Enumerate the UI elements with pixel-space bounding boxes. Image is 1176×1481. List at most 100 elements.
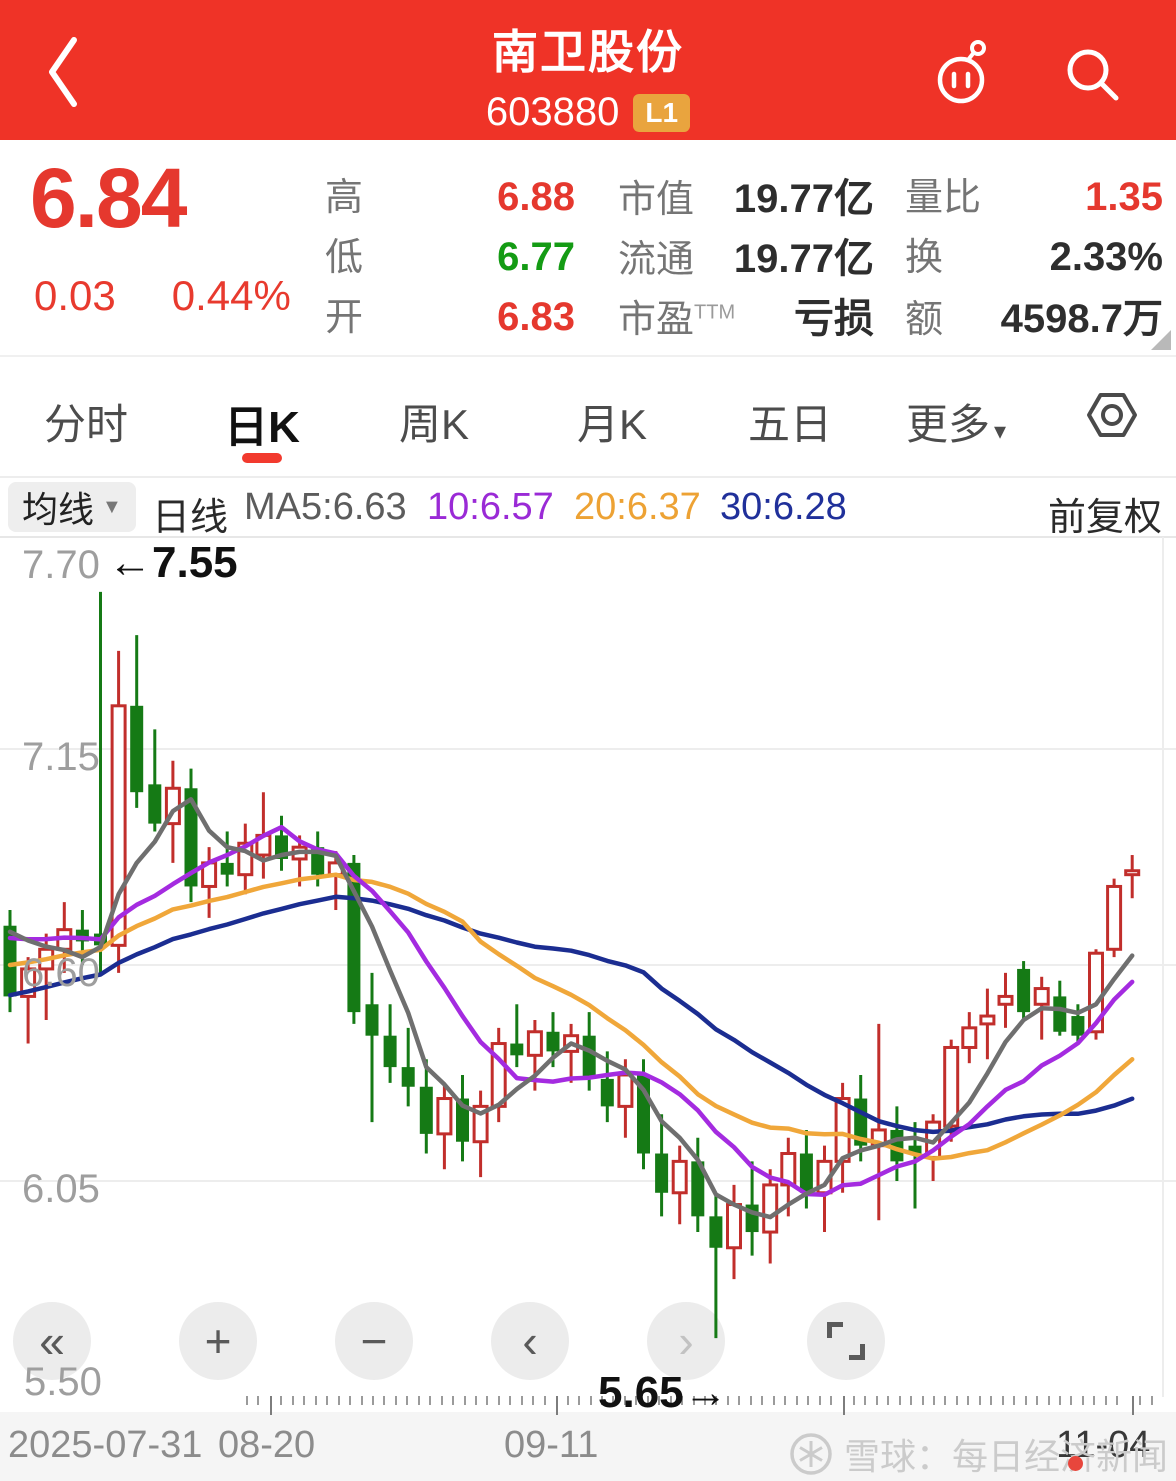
ruler-tick — [475, 1396, 477, 1405]
tab-five-day[interactable]: 五日 — [747, 401, 833, 448]
ruler-tick — [520, 1396, 523, 1405]
stat-label: 开 — [325, 297, 364, 339]
header-bar: 南卫股份 603880 L1 — [0, 0, 1176, 140]
ruler-tick — [417, 1396, 420, 1405]
ma30-value: 30:6.28 — [720, 486, 847, 528]
current-price: 6.84 — [30, 151, 187, 245]
ruler-tick — [1093, 1396, 1096, 1405]
ruler-tick — [875, 1396, 878, 1405]
ruler-tick-major — [556, 1396, 558, 1415]
kline-settings-button[interactable] — [1084, 387, 1140, 443]
ruler-tick — [543, 1396, 546, 1405]
ruler-tick-major — [270, 1396, 272, 1415]
ma-selector-label: 均线 — [22, 489, 95, 530]
bottom-strip — [0, 1412, 1176, 1481]
tab-more[interactable]: 更多 ▾ — [905, 401, 1007, 448]
ruler-tick — [795, 1396, 798, 1405]
ruler-tick — [898, 1396, 901, 1405]
live-indicator-dot — [1068, 1456, 1083, 1471]
price-change: 0.03 — [34, 272, 116, 319]
ruler-tick-major — [843, 1396, 845, 1415]
chart-period-tabs: 分时 日K 周K 月K 五日 更多 ▾ — [0, 357, 1176, 478]
ruler-tick — [990, 1396, 993, 1405]
watermark: 雪球：每日经济新闻 — [788, 1428, 1168, 1480]
ruler-tick — [784, 1396, 787, 1405]
expand-quote-corner[interactable] — [1151, 330, 1171, 350]
ruler-tick — [383, 1396, 386, 1405]
ruler-tick — [280, 1396, 283, 1405]
ruler-tick — [749, 1396, 752, 1405]
y-axis-label: 6.05 — [22, 1167, 100, 1211]
ruler-tick — [566, 1396, 569, 1405]
ruler-tick — [944, 1396, 947, 1405]
ruler-tick — [829, 1396, 832, 1405]
ruler-tick — [429, 1396, 432, 1405]
ruler-tick — [978, 1396, 981, 1405]
ruler-tick — [818, 1396, 821, 1405]
pan-right-button[interactable]: › — [647, 1302, 725, 1380]
assistant-button[interactable] — [928, 38, 998, 108]
stat-label: 换 — [905, 237, 944, 279]
high-annotation: ←7.55 — [108, 538, 238, 587]
ruler-tick — [394, 1396, 397, 1405]
ruler-tick — [1104, 1396, 1107, 1405]
ruler-tick — [337, 1396, 340, 1405]
search-button[interactable] — [1058, 40, 1128, 110]
stat-value: 6.88 — [497, 175, 575, 219]
back-button[interactable] — [40, 32, 100, 112]
price-change-row: 0.03 0.44% — [34, 272, 291, 320]
ruler-tick — [1070, 1396, 1073, 1405]
stat-market-cap: 市值 19.77亿 — [618, 166, 874, 221]
ma10-value: 10:6.57 — [427, 486, 554, 528]
tab-weekly-k[interactable]: 周K — [398, 401, 470, 448]
low-annotation: 5.65→ — [598, 1368, 728, 1417]
ruler-tick — [933, 1396, 935, 1405]
ruler-tick — [1001, 1396, 1004, 1405]
zoom-out-button[interactable]: − — [335, 1302, 413, 1380]
ruler-tick — [623, 1396, 626, 1405]
snowball-logo-icon — [790, 1433, 832, 1475]
ruler-tick — [246, 1396, 248, 1405]
ruler-tick — [486, 1396, 489, 1405]
ruler-tick — [704, 1396, 706, 1405]
search-icon — [1067, 49, 1119, 101]
stat-pe-ttm: 市盈TTM 亏损 — [618, 286, 874, 341]
stat-low: 低 6.77 — [325, 226, 575, 279]
rewind-button[interactable]: « — [13, 1302, 91, 1380]
ruler-tick — [1116, 1396, 1119, 1405]
page-title: 南卫股份 — [492, 26, 684, 78]
ruler-tick — [1036, 1396, 1039, 1405]
quote-level-badge: L1 — [633, 93, 691, 132]
pan-left-button[interactable]: ‹ — [491, 1302, 569, 1380]
ruler-tick — [852, 1396, 855, 1405]
ruler-tick — [1150, 1396, 1153, 1405]
ruler-tick — [291, 1396, 294, 1405]
stat-value: 19.77亿 — [733, 237, 874, 281]
ruler-tick — [1058, 1396, 1061, 1405]
ruler-tick — [635, 1396, 638, 1405]
ruler-tick — [589, 1396, 592, 1405]
zoom-in-button[interactable]: + — [179, 1302, 257, 1380]
ruler-tick — [349, 1396, 352, 1405]
tab-monthly-k[interactable]: 月K — [576, 401, 648, 448]
ruler-tick — [646, 1396, 649, 1405]
adjust-mode-button[interactable]: 前复权 — [1047, 497, 1162, 539]
fullscreen-button[interactable] — [807, 1302, 885, 1380]
x-axis-label: 09-11 — [504, 1424, 599, 1466]
ruler-tick — [406, 1396, 409, 1405]
ruler-tick — [1139, 1396, 1142, 1405]
x-axis-label: 08-20 — [218, 1424, 316, 1466]
chevron-down-icon: ▼ — [102, 495, 122, 518]
stock-code: 603880 — [485, 90, 620, 134]
ruler-tick — [1013, 1396, 1016, 1405]
tab-minute[interactable]: 分时 — [43, 401, 129, 448]
stat-float-cap: 流通 19.77亿 — [618, 226, 874, 281]
stat-amount: 额 4598.7万 — [905, 286, 1163, 341]
ruler-tick — [360, 1396, 363, 1405]
ruler-tick — [1047, 1396, 1050, 1405]
ma-selector-button[interactable]: 均线 ▼ — [8, 482, 136, 532]
ruler-tick — [497, 1396, 500, 1405]
tab-daily-k[interactable]: 日K — [224, 403, 300, 452]
ruler-tick — [509, 1396, 512, 1405]
ruler-tick — [463, 1396, 466, 1405]
